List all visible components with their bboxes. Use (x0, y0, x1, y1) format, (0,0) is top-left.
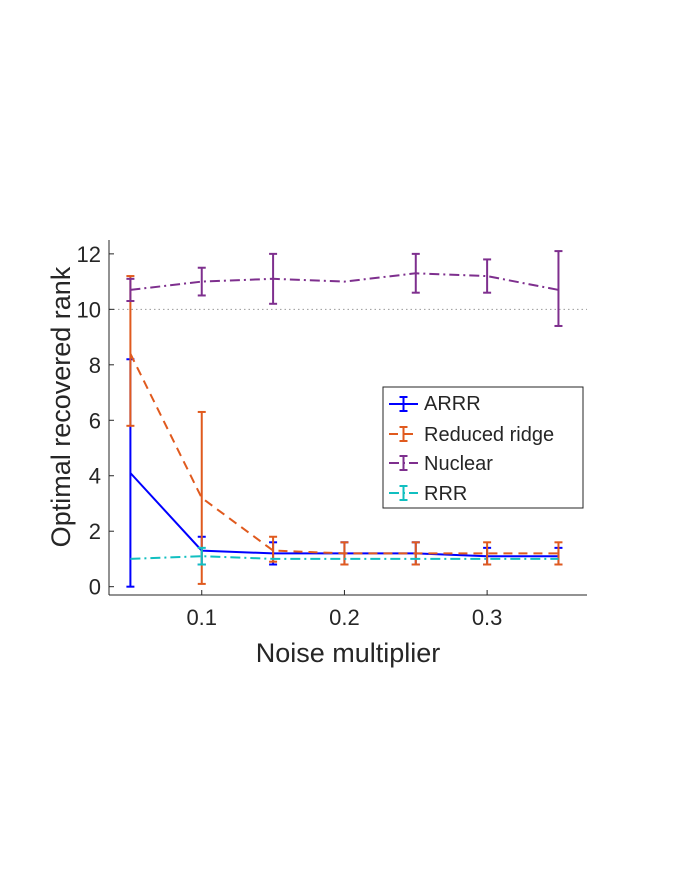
legend-sample-arrr (389, 396, 418, 412)
y-tick-label: 8 (89, 353, 101, 378)
legend-item-arrr: ARRR (389, 393, 481, 415)
x-tick-label: 0.3 (472, 605, 503, 630)
series-nuclear (126, 250, 563, 327)
legend-sample-nuclear (389, 455, 418, 471)
series-line-reduced-ridge (129, 353, 559, 555)
legend-sample-rrr (389, 485, 418, 501)
y-tick-label: 10 (77, 297, 101, 322)
series-line-nuclear (130, 272, 559, 291)
series-rrr (130, 546, 559, 566)
legend-label-nuclear: Nuclear (424, 453, 493, 475)
legend-label-arrr: ARRR (424, 393, 481, 415)
legend-item-nuclear: Nuclear (389, 453, 493, 475)
legend-box (382, 386, 584, 509)
x-tick-label: 0.1 (186, 605, 217, 630)
x-axis-title: Noise multiplier (256, 638, 441, 668)
series-line-rrr (130, 555, 559, 560)
plot-area: 0 2 4 6 8 10 12 0.1 0.2 0.3 (77, 240, 587, 630)
legend-sample-reduced-ridge (389, 426, 418, 442)
y-axis-title: Optimal recovered rank (46, 266, 76, 547)
legend-label-reduced-ridge: Reduced ridge (424, 424, 554, 446)
legend-item-reduced-ridge: Reduced ridge (389, 424, 554, 446)
y-tick-label: 0 (89, 575, 101, 600)
y-tick-label: 4 (89, 464, 101, 489)
y-tick-label: 12 (77, 242, 101, 267)
y-tick-label: 2 (89, 519, 101, 544)
legend-label-rrr: RRR (424, 483, 467, 505)
x-tick-label: 0.2 (329, 605, 360, 630)
legend: ARRR Reduced ridge Nuclear RRR (382, 386, 584, 509)
legend-item-rrr: RRR (389, 483, 467, 505)
y-tick-label: 6 (89, 408, 101, 433)
